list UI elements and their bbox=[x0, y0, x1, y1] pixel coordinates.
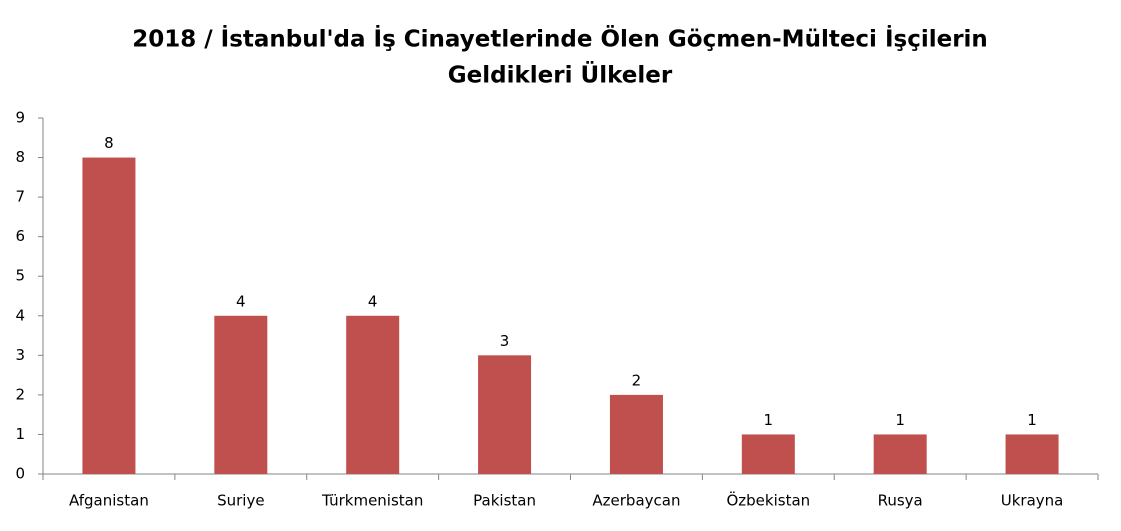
bar bbox=[873, 434, 927, 474]
x-tick-label: Suriye bbox=[217, 492, 264, 510]
y-tick-label: 1 bbox=[15, 425, 25, 443]
bar bbox=[214, 315, 268, 474]
value-label: 1 bbox=[1027, 411, 1037, 429]
bar bbox=[1005, 434, 1059, 474]
value-label: 8 bbox=[104, 134, 114, 152]
bar bbox=[82, 157, 136, 475]
chart-title: 2018 / İstanbul'da İş Cinayetlerinde Öle… bbox=[132, 25, 988, 53]
y-tick-label: 2 bbox=[15, 385, 25, 403]
y-tick-label: 5 bbox=[15, 267, 25, 285]
bar bbox=[609, 394, 663, 474]
y-tick-label: 9 bbox=[15, 109, 25, 127]
value-label: 1 bbox=[764, 411, 774, 429]
x-tick-label: Rusya bbox=[878, 492, 923, 510]
value-label: 2 bbox=[632, 371, 642, 389]
y-tick-label: 0 bbox=[15, 465, 25, 483]
value-label: 4 bbox=[236, 292, 246, 310]
bar bbox=[478, 355, 532, 474]
chart-title: Geldikleri Ülkeler bbox=[448, 61, 673, 89]
x-tick-label: Pakistan bbox=[473, 492, 536, 510]
x-tick-label: Türkmenistan bbox=[321, 492, 423, 510]
y-tick-label: 8 bbox=[15, 148, 25, 166]
y-tick-label: 7 bbox=[15, 188, 25, 206]
bar bbox=[741, 434, 795, 474]
value-label: 1 bbox=[895, 411, 905, 429]
x-tick-label: Azerbaycan bbox=[592, 492, 680, 510]
value-label: 4 bbox=[368, 292, 378, 310]
value-label: 3 bbox=[500, 332, 510, 350]
y-tick-label: 6 bbox=[15, 227, 25, 245]
x-tick-label: Afganistan bbox=[69, 492, 149, 510]
y-tick-label: 4 bbox=[15, 306, 25, 324]
x-tick-label: Özbekistan bbox=[726, 491, 810, 510]
bar bbox=[346, 315, 400, 474]
y-tick-label: 3 bbox=[15, 346, 25, 364]
x-tick-label: Ukrayna bbox=[1001, 492, 1064, 510]
